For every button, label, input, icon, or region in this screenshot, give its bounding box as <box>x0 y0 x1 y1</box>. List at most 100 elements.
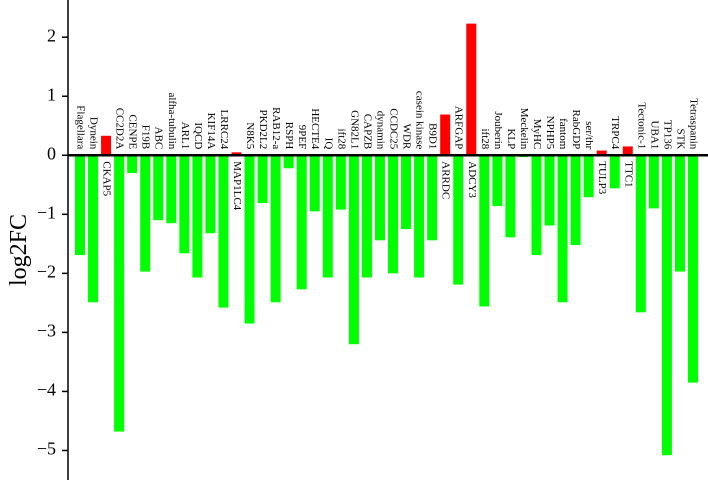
bar-label: MyHC <box>531 119 543 150</box>
bar-label: TP136 <box>661 120 673 150</box>
bar-label: RAB12-a <box>270 107 282 149</box>
bar <box>479 155 490 307</box>
bar-label: TULP3 <box>596 161 608 195</box>
bar <box>283 155 294 169</box>
bar-label: F19B <box>140 125 152 149</box>
bar <box>570 155 581 246</box>
bar-label: Tetraspanin <box>687 98 699 150</box>
bar <box>101 135 112 156</box>
y-axis-label: log2FC <box>6 214 32 286</box>
bar <box>270 155 281 303</box>
bar-label: LRRC24 <box>218 110 230 150</box>
bar-label: TTC1 <box>622 161 634 187</box>
bar-label: Meckelin <box>518 108 530 150</box>
bar <box>192 155 203 278</box>
bar-label: CAPZB <box>361 114 373 149</box>
bar <box>492 155 503 207</box>
bar-label: ift28 <box>335 128 347 149</box>
bar <box>374 155 385 241</box>
bar-label: PKD2L2 <box>257 110 269 150</box>
bar <box>622 146 633 156</box>
y-tick-label: −3 <box>37 321 56 341</box>
bar <box>531 155 542 256</box>
bar <box>140 155 151 272</box>
bar-label: ABC <box>153 127 165 150</box>
bar-label: CKAP5 <box>101 161 113 196</box>
bar <box>231 152 242 156</box>
bar <box>335 155 346 210</box>
bar-label: CC2D2A <box>114 108 126 150</box>
bar-label: GN82L1 <box>348 110 360 149</box>
y-tick-label: −4 <box>37 380 56 400</box>
bar <box>244 155 255 324</box>
bar-label: 9PEF <box>296 125 308 149</box>
bar-label: TRPC4 <box>609 116 621 150</box>
bar <box>309 155 320 212</box>
bar-label: KLP <box>505 128 517 149</box>
bar <box>427 155 438 241</box>
bar-label: STK <box>674 128 686 149</box>
bar <box>296 155 307 290</box>
y-tick-label: −2 <box>37 261 56 281</box>
bar-label: ser/thr <box>583 121 595 149</box>
bar-label: fantom <box>557 118 569 150</box>
bar-label: alfha-tubulin <box>166 92 178 149</box>
bar-label: casein kinase <box>414 91 426 149</box>
bar-label: ift28 <box>479 128 491 149</box>
bar-label: Dynein <box>88 117 100 150</box>
bar <box>414 155 425 278</box>
bar-label: WDR <box>401 124 413 150</box>
bar <box>648 155 659 209</box>
bar-label: Jouberin <box>492 111 504 149</box>
bar <box>453 155 464 285</box>
bar-label: IQCD <box>192 122 204 149</box>
bar <box>401 155 412 230</box>
y-tick-label: −1 <box>37 202 56 222</box>
bar <box>179 155 190 254</box>
bar <box>166 155 177 224</box>
bar-label: RSPH <box>283 122 295 150</box>
bar <box>583 155 594 198</box>
bar-label: N8K5 <box>244 122 256 149</box>
bar <box>257 155 268 204</box>
bar-label: IQ <box>322 138 334 150</box>
bar <box>544 155 555 226</box>
bar <box>205 155 216 234</box>
bar <box>596 150 607 156</box>
y-tick-label: 0 <box>47 143 56 163</box>
bar-label: CCDC25 <box>387 108 399 149</box>
bar <box>661 155 672 456</box>
bar-label: ADCY3 <box>466 161 478 198</box>
bar <box>466 23 477 156</box>
bar <box>688 155 698 383</box>
bar <box>88 155 99 303</box>
bar-label: B9D1 <box>427 123 439 149</box>
bar-label: dynamin <box>374 111 386 150</box>
y-tick-label: 2 <box>47 25 56 45</box>
bar-label: HECTE4 <box>309 108 321 149</box>
bar-label: RabGDP <box>570 110 582 150</box>
bar <box>75 155 85 256</box>
bar-label: KIF14A <box>205 113 217 150</box>
bar <box>322 155 333 278</box>
bar <box>114 155 125 432</box>
bar-label: Flagellara <box>74 105 86 149</box>
bar-label: ARL1 <box>179 122 191 150</box>
bar <box>609 155 620 189</box>
bar <box>557 155 568 303</box>
bar-label: Tectonic-1 <box>635 102 647 149</box>
bar <box>127 155 138 173</box>
bar <box>361 155 372 278</box>
y-tick-label: 1 <box>47 84 56 104</box>
bar-label: MAP1LC4 <box>231 161 243 210</box>
bar <box>348 155 359 345</box>
bar <box>440 114 451 156</box>
bar-label: NPHP5 <box>544 116 556 150</box>
bar <box>218 155 229 308</box>
bar <box>388 155 399 274</box>
bar <box>505 155 516 238</box>
bar-label: CENPE <box>127 114 139 149</box>
bar <box>635 155 646 313</box>
y-tick-label: −5 <box>37 439 56 459</box>
